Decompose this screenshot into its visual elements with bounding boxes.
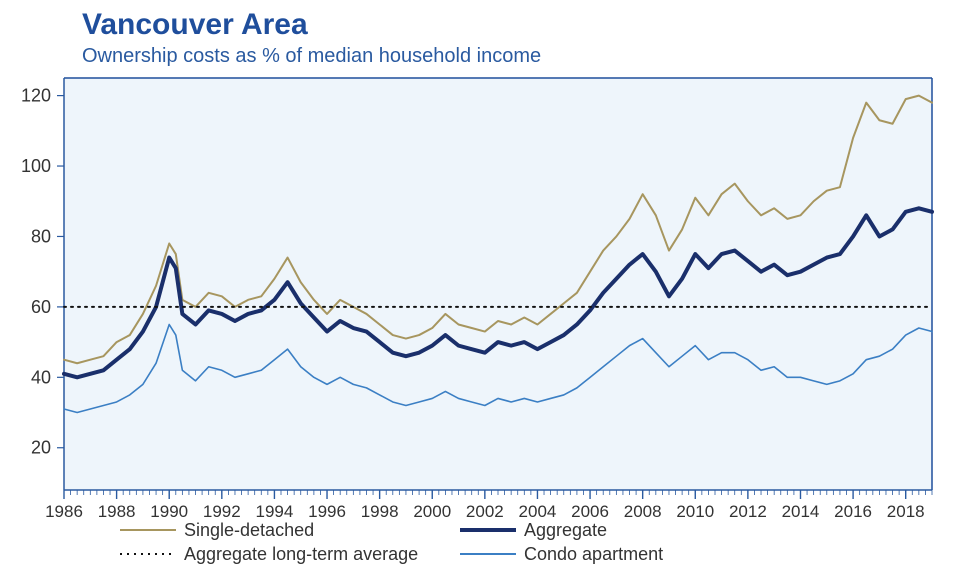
x-tick-label: 1988 [98,502,136,521]
y-tick-label: 60 [31,297,51,317]
x-tick-label: 2004 [519,502,557,521]
line-chart: Vancouver Area Ownership costs as % of me… [0,0,960,576]
y-tick-label: 80 [31,226,51,246]
y-tick-label: 40 [31,367,51,387]
x-tick-label: 2010 [676,502,714,521]
legend-label-aggregate: Aggregate [524,520,607,540]
x-tick-label: 1996 [308,502,346,521]
y-tick-label: 120 [21,86,51,106]
x-tick-label: 2006 [571,502,609,521]
x-tick-label: 1992 [203,502,241,521]
x-tick-label: 2008 [624,502,662,521]
plot-bg [64,78,932,490]
legend-label-condo: Condo apartment [524,544,663,564]
x-tick-label: 2016 [834,502,872,521]
x-tick-label: 2002 [466,502,504,521]
legend-label-agg_avg: Aggregate long-term average [184,544,418,564]
x-tick-label: 1998 [361,502,399,521]
chart-subtitle: Ownership costs as % of median household… [82,45,541,67]
x-tick-label: 1990 [150,502,188,521]
chart-title: Vancouver Area [82,8,308,41]
x-tick-label: 2014 [782,502,820,521]
y-tick-label: 100 [21,156,51,176]
x-tick-label: 2000 [413,502,451,521]
x-tick-label: 1986 [45,502,83,521]
x-tick-label: 2018 [887,502,925,521]
legend-label-single_detached: Single-detached [184,520,314,540]
x-tick-label: 1994 [256,502,294,521]
chart-container: Vancouver Area Ownership costs as % of me… [0,0,960,576]
x-tick-label: 2012 [729,502,767,521]
y-tick-label: 20 [31,438,51,458]
